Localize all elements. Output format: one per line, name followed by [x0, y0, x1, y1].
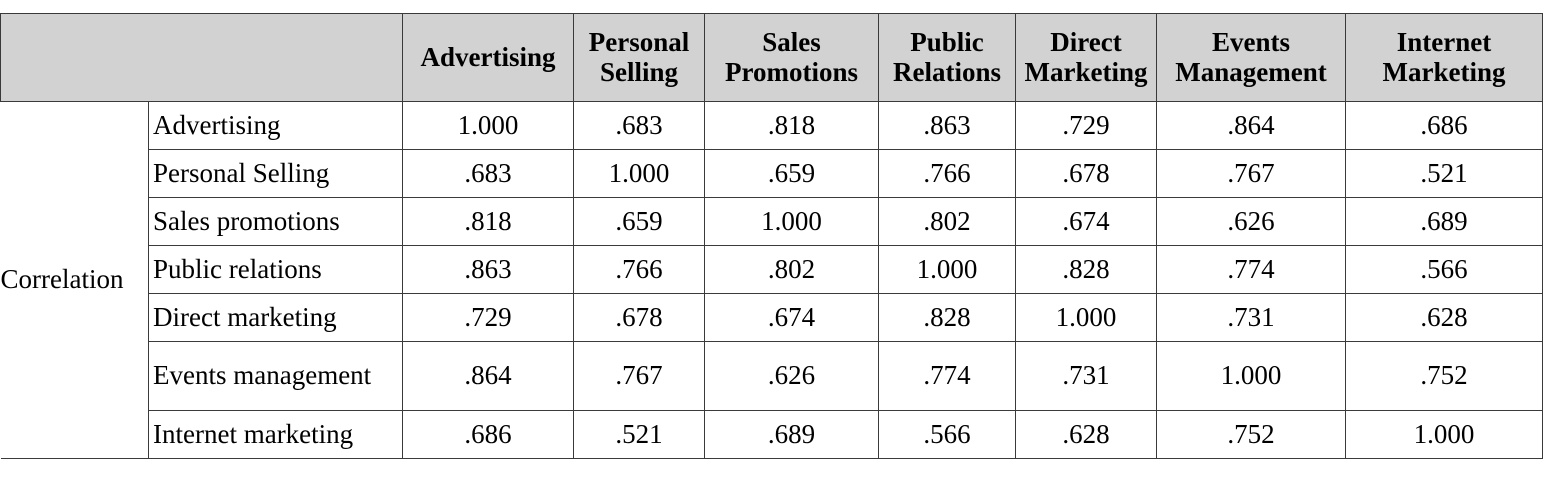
- table-cell: .863: [878, 101, 1016, 150]
- column-header-line: Relations: [893, 56, 1001, 87]
- table-cell: .729: [402, 293, 574, 342]
- column-header-direct-marketing: Direct Marketing: [1015, 13, 1157, 102]
- table-row: Direct marketing .729 .678 .674 .828 1.0…: [1, 293, 1543, 342]
- column-header-line: Public: [910, 26, 984, 57]
- column-header-public-relations: Public Relations: [878, 13, 1016, 102]
- row-label: Sales promotions: [148, 197, 403, 246]
- column-header-sales-promotions: Sales Promotions: [704, 13, 879, 102]
- table-cell: 1.000: [704, 197, 879, 246]
- row-label: Personal Selling: [148, 149, 403, 198]
- row-group-label: Correlation: [0, 101, 149, 459]
- table-row: Internet marketing .686 .521 .689 .566 .…: [1, 410, 1543, 459]
- table-cell: 1.000: [402, 101, 574, 150]
- row-label: Public relations: [148, 245, 403, 294]
- correlation-table-container: Advertising Personal Selling Sales Promo…: [0, 13, 1543, 459]
- table-cell: .626: [1156, 197, 1346, 246]
- table-cell: .521: [573, 410, 705, 459]
- table-cell: .674: [704, 293, 879, 342]
- column-header-advertising: Advertising: [402, 13, 574, 102]
- table-cell: .767: [573, 341, 705, 411]
- table-cell: .678: [573, 293, 705, 342]
- table-cell: .683: [573, 101, 705, 150]
- column-header-line: Advertising: [420, 41, 556, 72]
- table-cell: .566: [1345, 245, 1543, 294]
- column-header-line: Marketing: [1382, 56, 1506, 87]
- column-header-personal-selling: Personal Selling: [573, 13, 705, 102]
- table-cell: .752: [1156, 410, 1346, 459]
- table-row: Personal Selling .683 1.000 .659 .766 .6…: [1, 149, 1543, 198]
- table-cell: 1.000: [1015, 293, 1157, 342]
- table-cell: .752: [1345, 341, 1543, 411]
- table-cell: 1.000: [878, 245, 1016, 294]
- table-cell: .864: [1156, 101, 1346, 150]
- table-cell: .686: [402, 410, 574, 459]
- column-header-line: Sales: [762, 26, 821, 57]
- table-cell: .766: [878, 149, 1016, 198]
- table-cell: .767: [1156, 149, 1346, 198]
- table-cell: 1.000: [1345, 410, 1543, 459]
- table-cell: .521: [1345, 149, 1543, 198]
- table-cell: .864: [402, 341, 574, 411]
- table-cell: .686: [1345, 101, 1543, 150]
- row-label: Events management: [148, 341, 403, 411]
- table-cell: .828: [1015, 245, 1157, 294]
- table-row: Public relations .863 .766 .802 1.000 .8…: [1, 245, 1543, 294]
- header-row: Advertising Personal Selling Sales Promo…: [0, 13, 1543, 102]
- table-cell: .818: [402, 197, 574, 246]
- table-cell: 1.000: [573, 149, 705, 198]
- table-cell: .674: [1015, 197, 1157, 246]
- column-header-line: Direct: [1050, 26, 1122, 57]
- table-cell: .628: [1015, 410, 1157, 459]
- table-cell: .566: [878, 410, 1016, 459]
- row-label: Direct marketing: [148, 293, 403, 342]
- column-header-line: Events: [1211, 26, 1290, 57]
- column-header-line: Promotions: [725, 56, 858, 87]
- table-cell: .828: [878, 293, 1016, 342]
- column-header-events-management: Events Management: [1156, 13, 1346, 102]
- table-cell: .802: [878, 197, 1016, 246]
- table-row: Events management .864 .767 .626 .774 .7…: [1, 341, 1543, 411]
- table-row: Sales promotions .818 .659 1.000 .802 .6…: [1, 197, 1543, 246]
- column-header-line: Personal: [588, 26, 690, 57]
- table-row: Correlation Advertising 1.000 .683 .818 …: [0, 101, 1543, 459]
- column-header-line: Internet: [1396, 26, 1492, 57]
- table-cell: .729: [1015, 101, 1157, 150]
- table-cell: .659: [704, 149, 879, 198]
- table-cell: .626: [704, 341, 879, 411]
- table-cell: .659: [573, 197, 705, 246]
- table-cell: .863: [402, 245, 574, 294]
- row-label: Advertising: [148, 101, 403, 150]
- table-cell: .678: [1015, 149, 1157, 198]
- table-cell: 1.000: [1156, 341, 1346, 411]
- table-cell: .628: [1345, 293, 1543, 342]
- table-cell: .802: [704, 245, 879, 294]
- table-cell: .683: [402, 149, 574, 198]
- table-cell: .766: [573, 245, 705, 294]
- table-cell: .774: [1156, 245, 1346, 294]
- table-cell: .774: [878, 341, 1016, 411]
- row-label: Internet marketing: [148, 410, 403, 459]
- column-header-line: Selling: [599, 56, 679, 87]
- table-cell: .731: [1156, 293, 1346, 342]
- column-header-internet-marketing: Internet Marketing: [1345, 13, 1543, 102]
- table-cell: .689: [1345, 197, 1543, 246]
- correlation-table: Advertising Personal Selling Sales Promo…: [0, 13, 1543, 459]
- table-cell: .731: [1015, 341, 1157, 411]
- column-header-line: Management: [1175, 56, 1327, 87]
- table-cell: .818: [704, 101, 879, 150]
- header-corner: [0, 13, 403, 102]
- table-cell: .689: [704, 410, 879, 459]
- column-header-line: Marketing: [1024, 56, 1148, 87]
